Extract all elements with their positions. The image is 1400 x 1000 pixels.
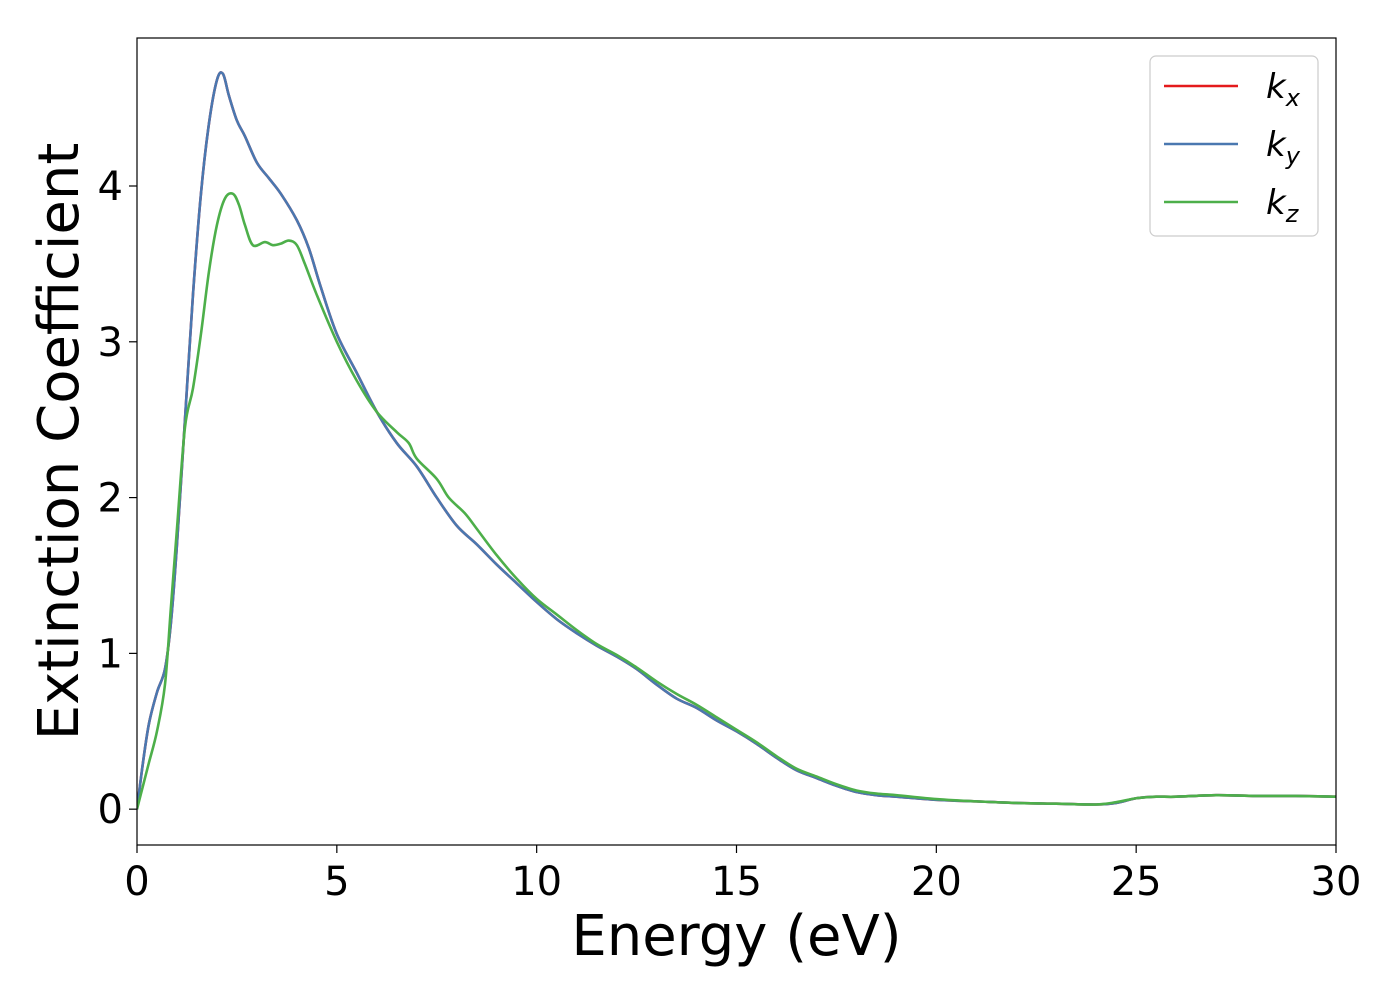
- x-tick-label: 20: [911, 859, 962, 905]
- x-tick-label: 0: [124, 859, 149, 905]
- y-axis-title: Extinction Coefficient: [27, 143, 92, 741]
- y-tick-label: 1: [98, 631, 123, 677]
- y-tick-label: 0: [98, 787, 123, 833]
- x-tick-label: 30: [1311, 859, 1362, 905]
- y-tick-label: 4: [98, 164, 123, 210]
- legend-label-z: kz: [1266, 183, 1300, 228]
- legend-label-base: k: [1266, 125, 1287, 165]
- legend-label-x: kx: [1266, 67, 1301, 112]
- x-axis-title: Energy (eV): [571, 904, 901, 969]
- legend-label-base: k: [1266, 67, 1287, 107]
- x-tick-label: 25: [1111, 859, 1162, 905]
- x-tick-label: 10: [511, 859, 562, 905]
- x-axis: 0 5 10 15 20 25 30: [124, 845, 1361, 905]
- legend-label-subscript: x: [1285, 84, 1301, 112]
- series-line-z: [137, 192, 1336, 810]
- legend-label-subscript: y: [1285, 142, 1301, 170]
- y-tick-label: 2: [98, 476, 123, 522]
- series-layer: [137, 71, 1336, 810]
- y-tick-label: 3: [98, 320, 123, 366]
- legend-label-base: k: [1266, 183, 1287, 223]
- legend-label-y: ky: [1266, 125, 1301, 170]
- y-axis: 0 1 2 3 4: [98, 164, 137, 833]
- legend-box: [1149, 55, 1319, 237]
- legend-label-subscript: z: [1285, 200, 1300, 228]
- x-tick-label: 5: [324, 859, 349, 905]
- x-tick-label: 15: [711, 859, 762, 905]
